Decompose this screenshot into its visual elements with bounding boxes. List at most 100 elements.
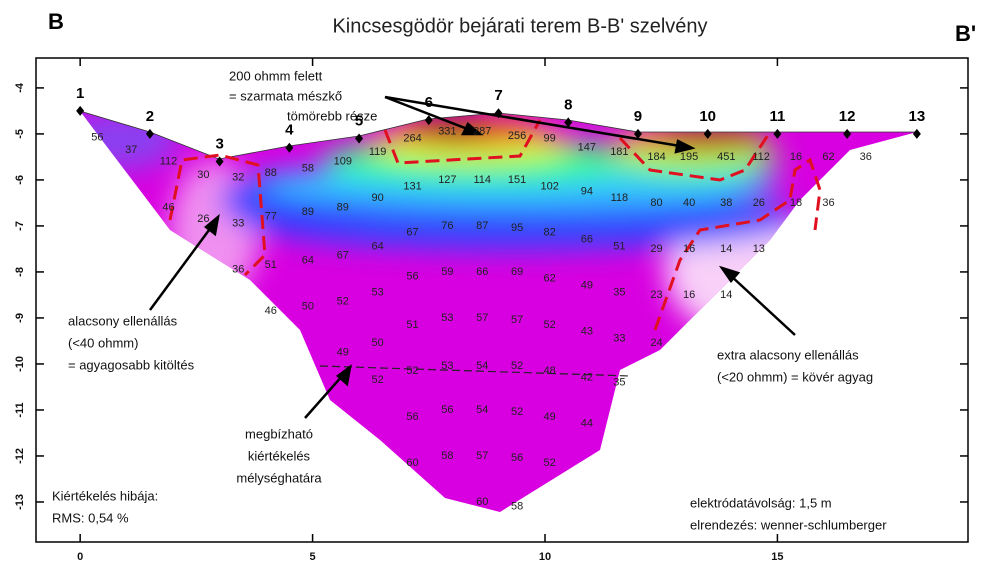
electrode-label: 10 xyxy=(699,108,716,125)
electrode-label: 5 xyxy=(355,112,363,129)
resistivity-value: 58 xyxy=(511,500,523,512)
resistivity-value: 264 xyxy=(403,132,421,144)
resistivity-value: 52 xyxy=(511,406,523,418)
resistivity-value: 16 xyxy=(683,243,695,255)
resistivity-value: 62 xyxy=(822,151,834,163)
resistivity-value: 102 xyxy=(540,181,558,193)
resistivity-value: 112 xyxy=(160,155,178,167)
annotation: (<20 ohmm) = kövér agyag xyxy=(717,369,873,384)
y-tick-label: -12 xyxy=(14,448,26,464)
y-tick-label: -10 xyxy=(14,356,26,372)
resistivity-value: 58 xyxy=(441,450,453,462)
y-tick-label: -4 xyxy=(14,82,26,93)
resistivity-value: 50 xyxy=(372,337,384,349)
annotation: tömörebb része xyxy=(287,108,377,123)
electrode-label: 13 xyxy=(909,108,926,125)
resistivity-value: 54 xyxy=(476,360,488,372)
depth-line xyxy=(319,365,631,377)
resistivity-value: 57 xyxy=(476,312,488,324)
resistivity-value: 52 xyxy=(372,374,384,386)
annotation: mélységhatára xyxy=(236,470,322,485)
y-tick-label: -9 xyxy=(14,313,26,323)
annotation: = szarmata mészkő xyxy=(229,88,342,103)
annotation: elektródatávolság: 1,5 m xyxy=(690,495,832,510)
resistivity-value: 109 xyxy=(334,155,352,167)
resistivity-value: 56 xyxy=(91,131,103,143)
electrode-label: 2 xyxy=(146,108,154,125)
resistivity-value: 16 xyxy=(790,151,802,163)
resistivity-value: 51 xyxy=(265,259,277,271)
electrode-label: 4 xyxy=(285,122,294,139)
resistivity-value: 56 xyxy=(511,452,523,464)
resistivity-value: 58 xyxy=(302,162,314,174)
resistivity-value: 26 xyxy=(753,197,765,209)
resistivity-value: 40 xyxy=(683,197,695,209)
y-tick-label: -5 xyxy=(14,129,26,139)
resistivity-value: 49 xyxy=(337,346,349,358)
x-tick-label: 0 xyxy=(77,551,83,563)
resistivity-value: 451 xyxy=(717,151,735,163)
resistivity-value: 181 xyxy=(610,146,628,158)
resistivity-value: 13 xyxy=(753,243,765,255)
resistivity-value: 77 xyxy=(265,211,277,223)
resistivity-value: 51 xyxy=(406,319,418,331)
resistivity-value: 52 xyxy=(337,296,349,308)
resistivity-value: 119 xyxy=(369,146,387,158)
resistivity-value: 36 xyxy=(822,197,834,209)
resistivity-value: 66 xyxy=(476,266,488,278)
resistivity-value: 14 xyxy=(720,243,732,255)
resistivity-value: 94 xyxy=(581,185,593,197)
resistivity-value: 87 xyxy=(476,220,488,232)
electrode xyxy=(494,108,503,119)
resistivity-value: 62 xyxy=(544,273,556,285)
resistivity-value: 36 xyxy=(860,151,872,163)
resistivity-value: 67 xyxy=(337,250,349,262)
resistivity-value: 127 xyxy=(438,174,456,186)
resistivity-value: 90 xyxy=(372,192,384,204)
resistivity-value: 67 xyxy=(406,227,418,239)
resistivity-value: 14 xyxy=(720,289,732,301)
electrode-label: 1 xyxy=(76,85,84,102)
resistivity-value: 49 xyxy=(544,411,556,423)
resistivity-value: 99 xyxy=(544,132,556,144)
resistivity-value: 44 xyxy=(581,418,593,430)
resistivity-value: 76 xyxy=(441,220,453,232)
y-tick-label: -6 xyxy=(14,175,26,185)
resistivity-value: 151 xyxy=(508,174,526,186)
x-tick-label: 10 xyxy=(539,551,551,563)
resistivity-value: 51 xyxy=(613,241,625,253)
annotation: alacsony ellenállás xyxy=(68,313,178,328)
contours xyxy=(168,119,822,331)
resistivity-value: 56 xyxy=(441,404,453,416)
electrode xyxy=(76,105,85,116)
surface xyxy=(79,110,917,160)
annotation: elrendezés: wenner-schlumberger xyxy=(690,517,887,532)
electrode xyxy=(912,128,921,139)
resistivity-value: 88 xyxy=(265,167,277,179)
resistivity-value: 33 xyxy=(232,218,244,230)
electrode-label: 6 xyxy=(425,94,433,111)
resistivity-value: 59 xyxy=(441,266,453,278)
resistivity-value: 49 xyxy=(581,280,593,292)
resistivity-value: 82 xyxy=(544,227,556,239)
x-tick-label: 5 xyxy=(310,551,316,563)
resistivity-value: 53 xyxy=(372,287,384,299)
resistivity-value: 89 xyxy=(337,201,349,213)
resistivity-value: 64 xyxy=(372,241,384,253)
annotation: (<40 ohmm) xyxy=(68,335,138,350)
resistivity-value: 147 xyxy=(578,142,596,154)
resistivity-value: 26 xyxy=(197,213,209,225)
resistivity-value: 80 xyxy=(650,197,662,209)
electrode xyxy=(564,117,573,128)
annotation: RMS: 0,54 % xyxy=(52,510,129,525)
electrode-label: 3 xyxy=(215,135,223,152)
resistivity-value: 287 xyxy=(473,126,491,138)
annotation: = agyagosabb kitöltés xyxy=(68,357,195,372)
resistivity-value: 36 xyxy=(232,264,244,276)
resistivity-value: 56 xyxy=(406,270,418,282)
resistivity-value: 30 xyxy=(197,169,209,181)
electrode-label: 9 xyxy=(634,108,642,125)
electrode-label: 8 xyxy=(564,96,572,113)
annotation: kiértékelés xyxy=(248,448,311,463)
